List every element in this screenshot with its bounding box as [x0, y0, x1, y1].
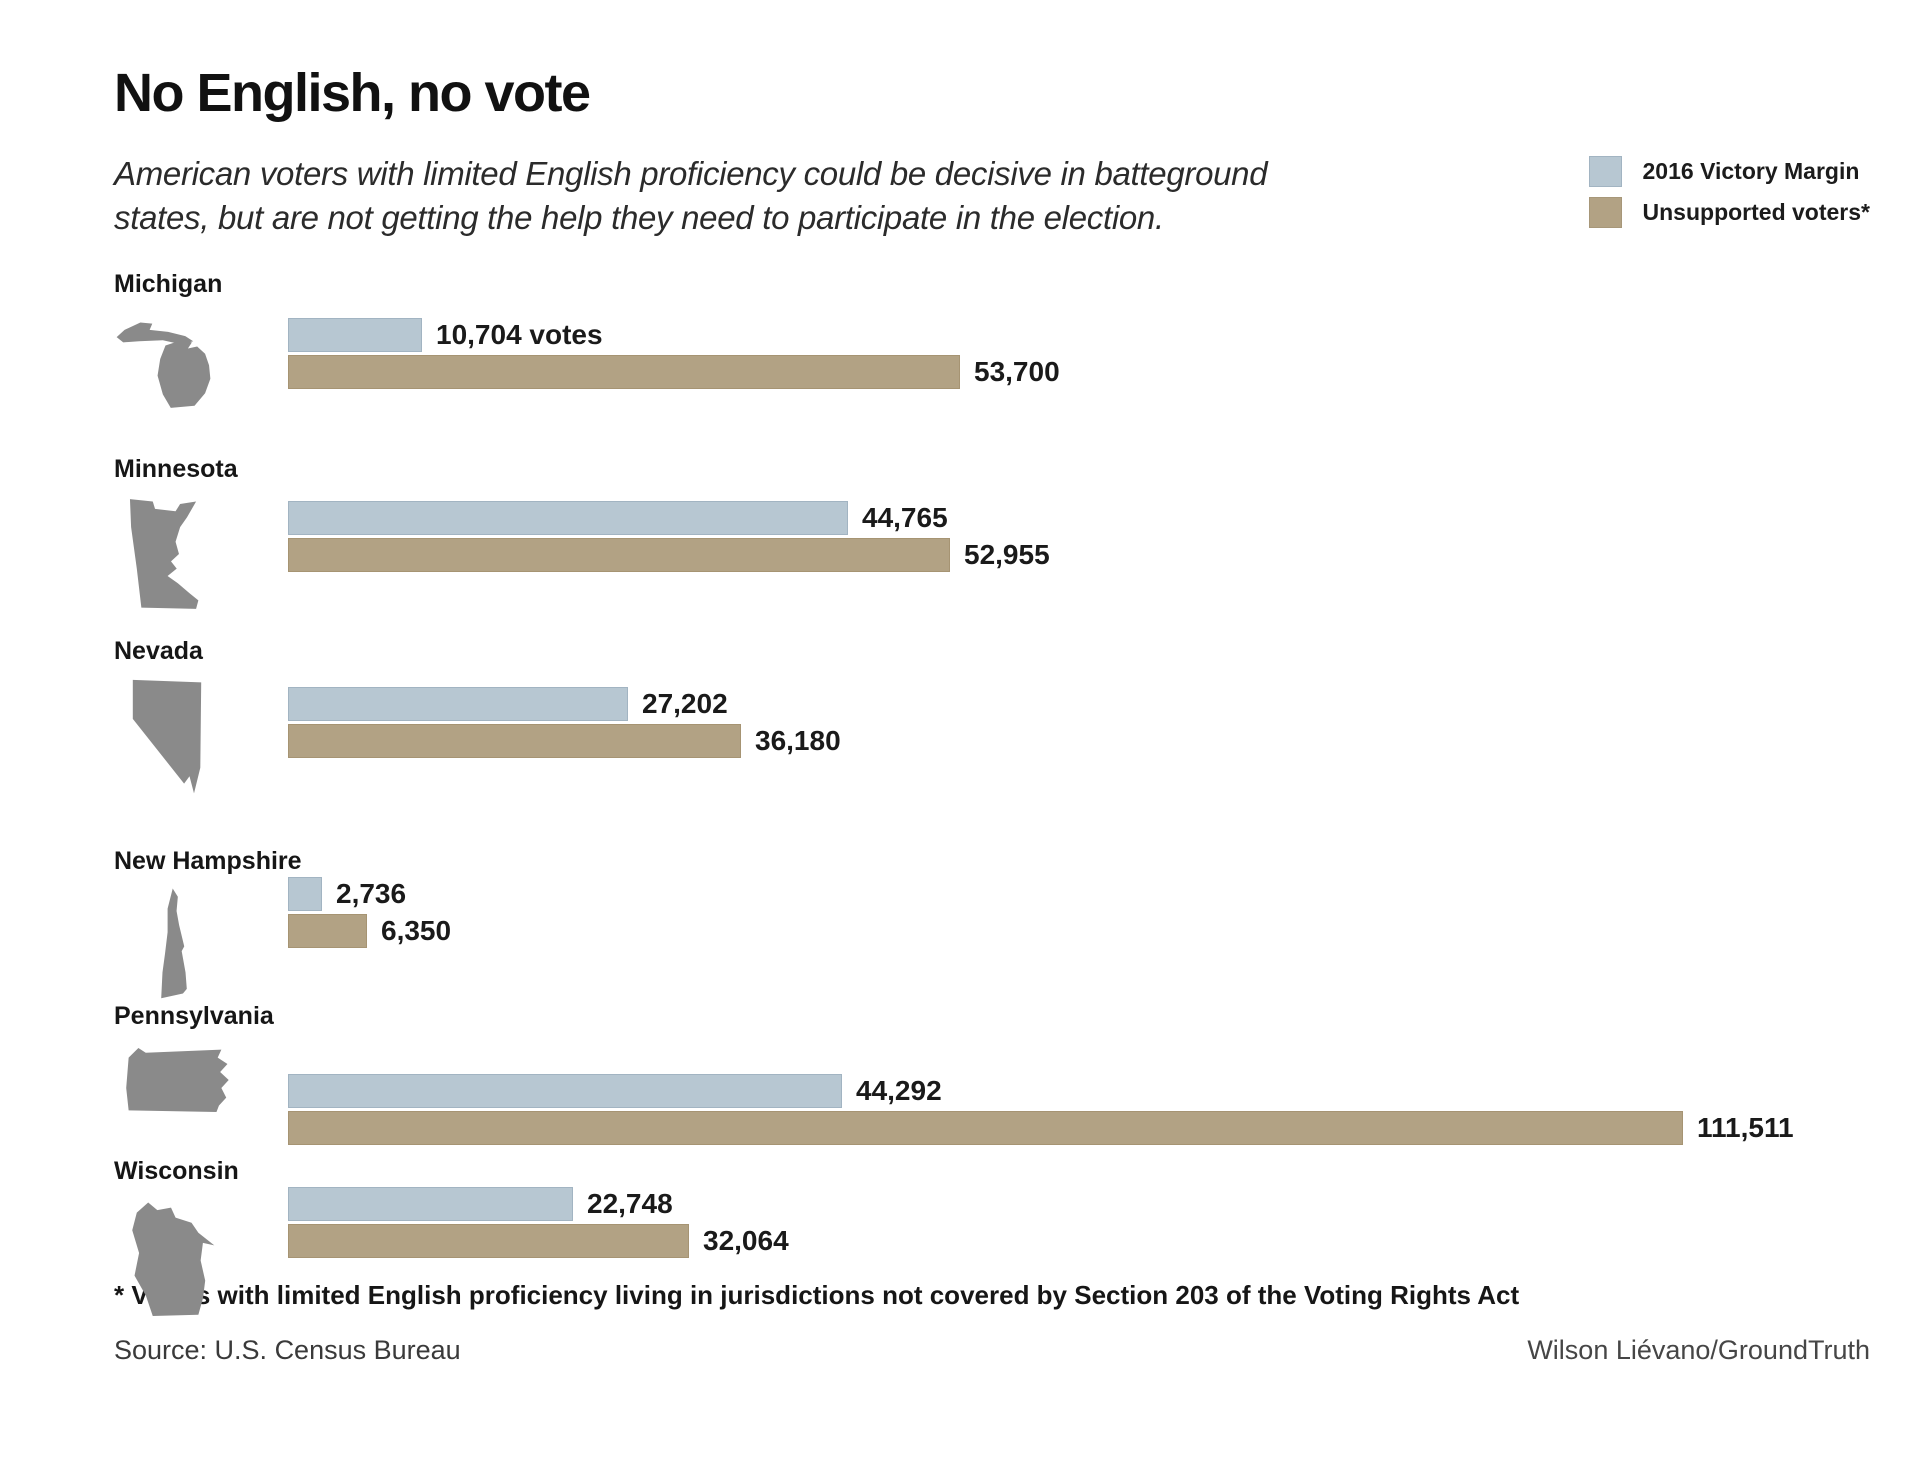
map-column: [114, 1187, 288, 1317]
bar-value: 2,736: [336, 878, 407, 910]
michigan-map-icon: [116, 322, 211, 409]
map-column: [114, 1032, 288, 1145]
bar-value: 36,180: [755, 725, 841, 757]
source-text: Source: U.S. Census Bureau: [114, 1335, 461, 1366]
unsupported-voters-bar: [288, 1224, 689, 1259]
bar-group: 44,765 52,955: [288, 501, 1870, 573]
victory-margin-bar: [288, 1187, 573, 1222]
header: American voters with limited English pro…: [114, 152, 1870, 240]
bar-value: 53,700: [974, 356, 1060, 388]
map-column: [114, 877, 288, 999]
chart-row-minnesota: Minnesota 44,765 52,955: [114, 455, 1870, 610]
chart-row-nevada: Nevada 27,202 36,180: [114, 637, 1870, 802]
bar-group: 2,736 6,350: [288, 877, 1870, 949]
footnote: * Voters with limited English proficienc…: [114, 1280, 1520, 1311]
unsupported-voters-bar: [288, 1111, 1683, 1146]
legend: 2016 Victory Margin Unsupported voters*: [1588, 156, 1870, 238]
victory-margin-bar: [288, 501, 848, 536]
bar-value: 44,292: [856, 1075, 942, 1107]
state-label: Nevada: [114, 637, 203, 666]
bar-group: 27,202 36,180: [288, 687, 1870, 759]
bar-value: 10,704 votes: [436, 319, 603, 351]
new-hampshire-map-icon: [161, 888, 187, 999]
unsupported-swatch-icon: [1588, 197, 1622, 228]
victory-margin-swatch-icon: [1588, 156, 1622, 187]
state-label: Minnesota: [114, 455, 238, 484]
bar-value: 27,202: [642, 688, 728, 720]
victory-margin-bar: [288, 687, 628, 722]
state-label: New Hampshire: [114, 847, 302, 876]
legend-label: Unsupported voters*: [1642, 199, 1870, 225]
map-column: [114, 667, 288, 794]
map-column: [114, 300, 288, 409]
state-label: Michigan: [114, 270, 223, 299]
unsupported-voters-bar: [288, 724, 741, 759]
credit-text: Wilson Liévano/GroundTruth: [1527, 1335, 1870, 1366]
chart-row-wisconsin: Wisconsin 22,748 32,064: [114, 1157, 1870, 1317]
wisconsin-map-icon: [132, 1202, 215, 1317]
map-column: [114, 485, 288, 610]
victory-margin-bar: [288, 1074, 842, 1109]
state-label: Wisconsin: [114, 1157, 239, 1186]
unsupported-voters-bar: [288, 355, 960, 390]
bar-value: 6,350: [381, 915, 452, 947]
chart-row-michigan: Michigan 10,704 votes 53,700: [114, 270, 1870, 420]
state-label: Pennsylvania: [114, 1002, 274, 1031]
pennsylvania-map-icon: [126, 1048, 229, 1113]
bar-value: 52,955: [964, 539, 1050, 571]
credits-row: Source: U.S. Census Bureau Wilson Liévan…: [114, 1335, 1870, 1366]
victory-margin-bar: [288, 318, 422, 353]
bar-value: 22,748: [587, 1188, 673, 1220]
page-title: No English, no vote: [114, 63, 591, 123]
bar-group: 44,292 111,511: [288, 1074, 1870, 1146]
bar-value: 44,765: [862, 502, 948, 534]
bar-value: 111,511: [1697, 1112, 1794, 1144]
nevada-map-icon: [132, 680, 202, 794]
bar-group: 22,748 32,064: [288, 1187, 1870, 1259]
chart-row-pennsylvania: Pennsylvania 44,292 111,511: [114, 1002, 1870, 1157]
victory-margin-bar: [288, 877, 322, 912]
bar-group: 10,704 votes 53,700: [288, 318, 1870, 390]
unsupported-voters-bar: [288, 538, 950, 573]
legend-item-unsupported: Unsupported voters*: [1588, 197, 1870, 228]
legend-item-victory-margin: 2016 Victory Margin: [1588, 156, 1870, 187]
chart-row-new-hampshire: New Hampshire 2,736 6,350: [114, 847, 1870, 999]
bar-value: 32,064: [703, 1225, 789, 1257]
minnesota-map-icon: [129, 499, 199, 610]
unsupported-voters-bar: [288, 914, 367, 949]
legend-label: 2016 Victory Margin: [1642, 158, 1860, 184]
chart-subtitle: American voters with limited English pro…: [114, 155, 1268, 237]
